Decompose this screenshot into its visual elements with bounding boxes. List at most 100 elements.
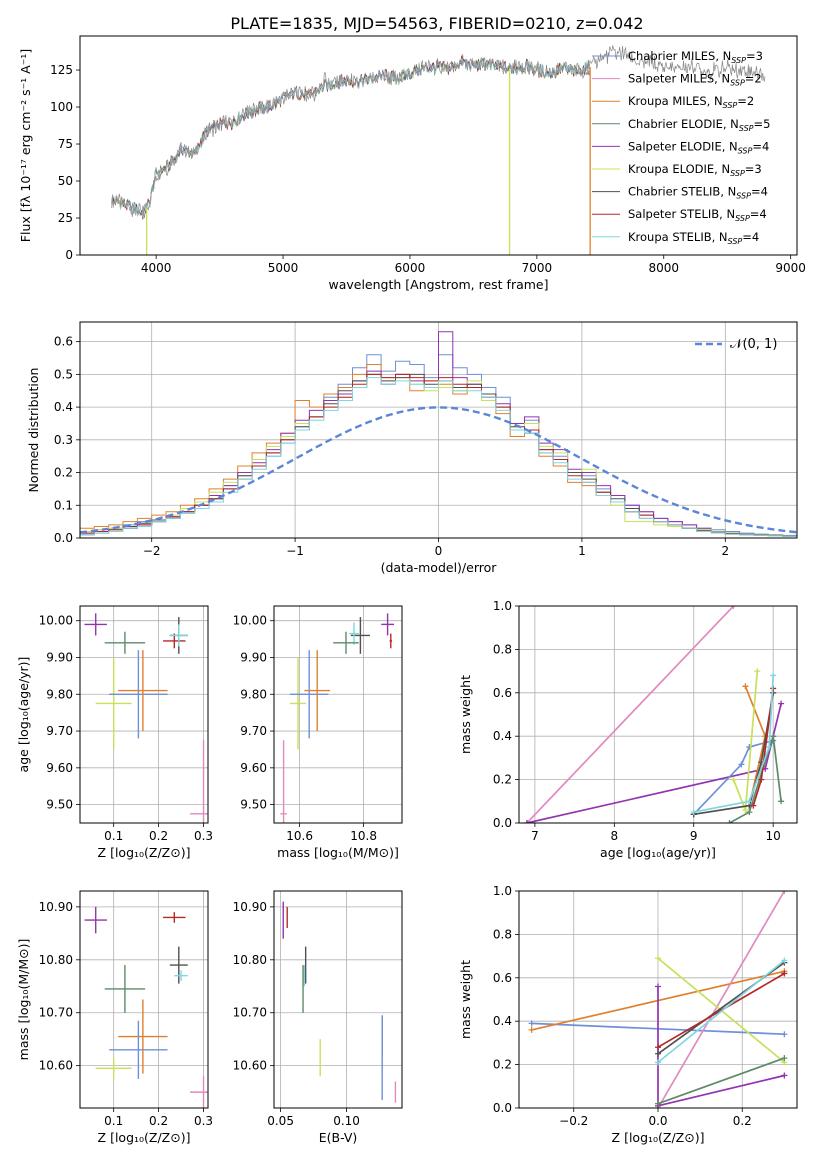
axes-frame (79, 605, 209, 824)
y-tick-label: 75 (58, 137, 73, 151)
y-tick-label: 10.90 (233, 900, 267, 914)
x-tick-label: 0.10 (333, 1114, 360, 1128)
plot-area (523, 606, 785, 823)
weight-marker (766, 744, 773, 751)
weight-marker (781, 1055, 788, 1062)
legend-label: Kroupa ELODIE, NSSP=3 (628, 162, 762, 178)
y-tick-label: 9.60 (46, 761, 73, 775)
y-tick-label: 9.70 (46, 724, 73, 738)
y-tick-label: 10.80 (233, 953, 267, 967)
x-tick-label: 0.2 (149, 1114, 168, 1128)
y-axis-label: age [log₁₀(age/yr)] (16, 657, 31, 773)
histogram-kroupa-elodie (80, 373, 797, 537)
y-tick-label: 0.4 (493, 1014, 512, 1028)
weight-marker (770, 672, 777, 679)
weight-marker (746, 798, 753, 805)
weight-marker (742, 806, 749, 813)
x-tick-label: 0.05 (267, 1114, 294, 1128)
x-tick-label: 7000 (522, 261, 553, 275)
weight-marker (750, 802, 757, 809)
x-tick-label: 0.2 (149, 829, 168, 843)
x-tick-label: 0.0 (648, 1114, 667, 1128)
x-axis-label: mass [log₁₀(M/M⊙)] (277, 845, 399, 860)
weight-marker (758, 776, 765, 783)
weight-vs-metallicity-panel: −0.2 0.0 0.2 0.0 0.2 0.4 0.6 0.8 1.0 Z [log₁₀(Z/Z… (458, 884, 798, 1145)
x-tick-label: 0.3 (194, 829, 213, 843)
y-tick-label: 0.2 (493, 773, 512, 787)
legend-label: Salpeter MILES, NSSP=2 (628, 72, 762, 88)
plot-area (84, 613, 208, 823)
plot-area (84, 906, 208, 1108)
x-tick-label: −1 (286, 544, 304, 558)
x-tick-label: 10 (766, 829, 781, 843)
y-tick-label: 9.90 (240, 650, 267, 664)
axes-frame (518, 605, 798, 824)
plot-area (80, 331, 797, 537)
x-tick-label: 8 (610, 829, 618, 843)
legend-label: Salpeter STELIB, NSSP=4 (628, 207, 767, 223)
x-tick-label: 7 (531, 829, 539, 843)
weight-marker (528, 1020, 535, 1027)
y-tick-label: 0 (65, 248, 73, 262)
y-tick-label: 0.0 (493, 816, 512, 830)
y-tick-label: 0.6 (493, 971, 512, 985)
age-vs-metallicity-panel: 0.1 0.2 0.3 9.50 9.60 9.70 9.80 9.90 10.00 Z [log… (16, 605, 213, 860)
y-tick-label: 10.60 (39, 1059, 73, 1073)
y-tick-label: 0.6 (493, 686, 512, 700)
x-tick-label: 10.6 (286, 829, 313, 843)
y-tick-label: 1.0 (493, 884, 512, 898)
axes-frame (273, 605, 403, 824)
weight-line (657, 959, 785, 1064)
x-tick-label: 8000 (648, 261, 679, 275)
weight-marker (781, 957, 788, 964)
weight-marker (655, 1044, 661, 1051)
y-tick-label: 9.70 (240, 724, 267, 738)
weight-marker (781, 970, 788, 977)
y-axis-label: Flux [fλ 10⁻¹⁷ erg cm⁻² s⁻¹ A⁻¹] (18, 49, 33, 242)
legend-label: 𝒩(0, 1) (730, 337, 777, 352)
weight-marker (655, 955, 661, 962)
histogram-panel: −2 −1 0 1 2 0.0 0.1 0.2 0.3 0.4 0.5 0.6 (data-model)… (26, 321, 798, 575)
weight-marker (730, 776, 737, 783)
y-tick-label: 9.50 (46, 798, 73, 812)
y-tick-label: 25 (58, 211, 73, 225)
spectrum-legend: Chabrier MILES, NSSP=3 Salpeter MILES, NS… (592, 49, 770, 246)
x-tick-label: 6000 (395, 261, 426, 275)
plot-area (111, 45, 766, 255)
axes-frame (273, 890, 403, 1109)
normal-distribution-curve (80, 406, 797, 534)
weight-marker (726, 820, 733, 823)
mass-vs-metallicity-panel: 0.1 0.2 0.3 10.60 10.70 10.80 10.90 Z [log₁₀(Z/… (16, 890, 213, 1145)
legend-label: Chabrier STELIB, NSSP=4 (628, 185, 768, 201)
plot-area (282, 901, 397, 1103)
x-tick-label: 0 (435, 544, 443, 558)
legend-label: Chabrier MILES, NSSP=3 (628, 49, 763, 65)
x-tick-label: 4000 (141, 261, 172, 275)
weight-marker (742, 683, 749, 690)
x-tick-label: 0.1 (104, 829, 123, 843)
x-tick-label: 0.1 (104, 1114, 123, 1128)
axes-frame (79, 890, 209, 1109)
y-tick-label: 9.60 (240, 761, 267, 775)
x-tick-label: 5000 (268, 261, 299, 275)
weight-marker (781, 891, 788, 894)
x-tick-label: 9 (690, 829, 698, 843)
weight-marker (781, 1031, 788, 1038)
y-axis-label: mass [log₁₀(M/M⊙)] (16, 939, 31, 1061)
x-axis-label: Z [log₁₀(Z/Z⊙)] (98, 1130, 191, 1145)
x-tick-label: 10.8 (350, 829, 377, 843)
weight-marker (690, 809, 697, 816)
y-tick-label: 0.6 (54, 335, 73, 349)
y-tick-label: 10.90 (39, 900, 73, 914)
y-tick-label: 9.90 (46, 650, 73, 664)
x-tick-label: 1 (578, 544, 586, 558)
y-tick-label: 10.80 (39, 953, 73, 967)
x-tick-label: 0.2 (733, 1114, 752, 1128)
x-axis-label: Z [log₁₀(Z/Z⊙)] (612, 1130, 705, 1145)
plot-area (280, 613, 394, 823)
y-tick-label: 0.0 (493, 1101, 512, 1115)
weight-marker (523, 820, 530, 823)
weight-line (693, 675, 775, 813)
y-tick-label: 0.3 (54, 433, 73, 447)
